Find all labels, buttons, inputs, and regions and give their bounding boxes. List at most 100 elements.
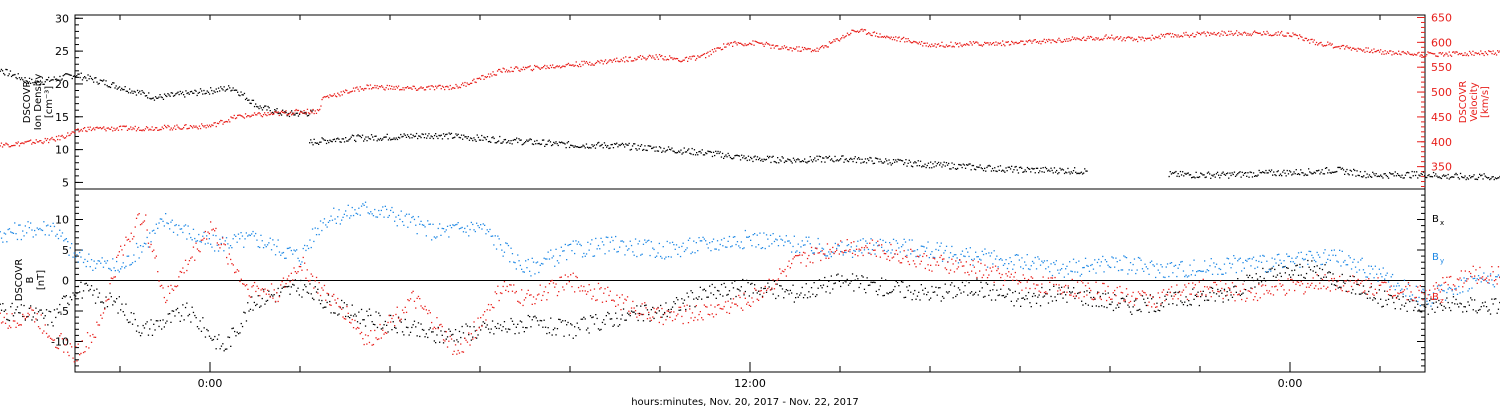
b-by-point xyxy=(428,223,430,225)
velocity-point xyxy=(1331,43,1333,45)
velocity-point xyxy=(638,56,640,58)
density-point xyxy=(904,162,906,164)
velocity-point xyxy=(82,127,85,130)
density-point xyxy=(878,161,880,163)
b-by-point xyxy=(731,245,733,247)
velocity-point xyxy=(750,43,752,45)
density-point xyxy=(1457,176,1459,179)
velocity-point xyxy=(706,52,708,54)
velocity-point xyxy=(1089,35,1092,38)
velocity-point xyxy=(1069,40,1071,42)
density-point xyxy=(355,140,357,143)
b-bx-point xyxy=(151,334,154,336)
velocity-point xyxy=(184,124,186,126)
velocity-point xyxy=(934,43,936,45)
density-point xyxy=(422,133,424,136)
b-by-point xyxy=(221,236,224,238)
b-by-point xyxy=(517,254,519,256)
b-bx-point xyxy=(957,287,960,289)
density-point xyxy=(1351,174,1354,176)
velocity-point xyxy=(806,48,808,51)
b-by-point xyxy=(795,251,797,253)
velocity-point xyxy=(858,31,860,33)
b-by-point xyxy=(550,249,552,251)
velocity-point xyxy=(845,35,847,37)
density-point xyxy=(131,90,133,92)
velocity-point xyxy=(774,45,777,47)
b-bx-point xyxy=(1196,295,1198,298)
b-bx-point xyxy=(853,290,855,292)
b-bx-point xyxy=(1020,305,1022,307)
b-by-point xyxy=(437,227,439,230)
velocity-point xyxy=(480,78,482,80)
b-bx-point xyxy=(16,306,19,308)
b-by-point xyxy=(354,209,356,211)
velocity-point xyxy=(1358,48,1360,50)
b-bx-point xyxy=(480,329,482,331)
density-point xyxy=(205,92,207,94)
velocity-point xyxy=(210,126,212,128)
velocity-point xyxy=(1076,37,1078,39)
density-point xyxy=(682,152,684,154)
density-point xyxy=(419,135,421,137)
b-bx-point xyxy=(506,331,508,333)
velocity-point xyxy=(844,36,846,38)
b-by-point xyxy=(124,267,126,269)
density-point xyxy=(477,136,480,139)
density-point xyxy=(285,111,287,114)
b-bx-point xyxy=(1403,305,1406,307)
velocity-point xyxy=(746,44,748,46)
velocity-point xyxy=(756,41,758,43)
b-bx-point xyxy=(570,323,572,325)
density-point xyxy=(197,92,199,94)
b-by-point xyxy=(27,221,29,223)
density-point xyxy=(251,99,253,101)
velocity-point xyxy=(460,84,463,86)
velocity-point xyxy=(843,37,845,39)
b-bx-point xyxy=(678,309,680,311)
b-bx-point xyxy=(80,281,82,283)
b-by-point xyxy=(139,245,142,247)
velocity-point xyxy=(926,42,928,44)
b-bx-point xyxy=(863,288,866,290)
b-bx-point xyxy=(188,313,191,316)
density-point xyxy=(453,137,455,139)
velocity-point xyxy=(503,68,505,70)
velocity-point xyxy=(907,38,909,40)
density-point xyxy=(553,141,555,144)
velocity-point xyxy=(735,42,737,44)
density-point xyxy=(622,144,625,146)
velocity-point xyxy=(1342,44,1345,47)
b-by-point xyxy=(661,257,663,259)
velocity-point xyxy=(1285,35,1287,37)
b-bx-point xyxy=(1156,302,1158,304)
b-bx-point xyxy=(1323,276,1325,278)
velocity-point xyxy=(636,58,638,60)
b-by-point xyxy=(52,222,54,224)
b-bx-point xyxy=(548,332,551,334)
velocity-point xyxy=(509,71,511,73)
b-by-point xyxy=(736,241,739,243)
b-bx-point xyxy=(840,285,842,288)
b-bx-point xyxy=(1102,292,1104,295)
density-point xyxy=(1450,176,1453,178)
b-by-point xyxy=(407,226,409,228)
velocity-tick-label: 550 xyxy=(1431,61,1452,74)
b-bx-point xyxy=(374,324,376,326)
b-by-point xyxy=(285,257,287,259)
velocity-point xyxy=(1278,34,1281,36)
b-bx-point xyxy=(350,314,352,316)
b-bx-point xyxy=(1258,282,1260,284)
b-by-point xyxy=(36,227,38,229)
b-by-point xyxy=(176,234,179,236)
b-bx-point xyxy=(896,282,899,284)
b-bx-point xyxy=(971,291,973,293)
b-bx-point xyxy=(747,282,749,284)
velocity-point xyxy=(802,48,805,51)
velocity-point xyxy=(772,44,774,46)
density-point xyxy=(899,159,901,161)
density-point xyxy=(727,152,729,155)
velocity-point xyxy=(856,30,859,32)
velocity-point xyxy=(949,45,951,47)
b-bx-point xyxy=(223,350,225,352)
